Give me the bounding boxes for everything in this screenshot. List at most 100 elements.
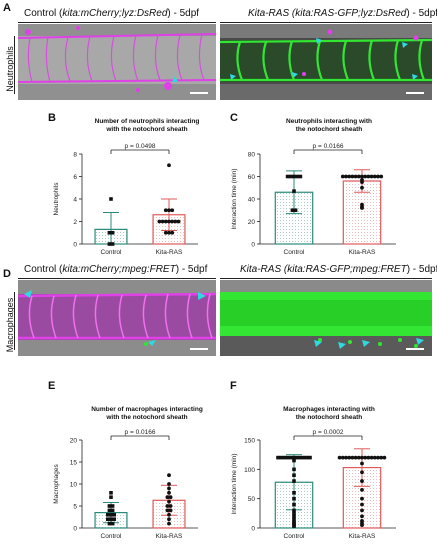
x-tick-label: Control [284,533,306,540]
data-point [360,185,364,190]
title-underline [220,22,432,23]
data-point [292,467,296,472]
x-tick-label: Kita-RAS [349,533,376,540]
panel-label-a: A [3,2,11,14]
data-point [289,174,293,179]
data-point [372,455,377,460]
y-tick-label: 0 [73,526,77,533]
data-point [110,508,115,513]
data-point [369,455,374,460]
x-tick-label: Control [284,249,306,256]
data-point [353,174,358,179]
y-tick-label: 100 [244,467,255,474]
data-point [376,174,380,179]
data-point [109,517,113,521]
data-point [107,242,112,246]
data-point [350,174,355,179]
title-underline [18,278,216,279]
data-point [360,487,364,492]
data-point [360,174,364,179]
data-point [167,521,171,526]
y-tick-label: 5 [73,504,77,511]
data-point [167,482,171,486]
panel-label-d: D [3,268,11,280]
data-point [360,455,364,460]
data-point [363,455,368,460]
data-point [168,504,173,508]
image-title-a-control: Control (kita:mCherry;lyz:DsRed) - 5dpf [24,8,200,19]
data-point [170,208,175,213]
chart-f: 0 50 100 150 Interaction time (min) Control Ki… [231,429,396,540]
chart-b: 0 2 4 6 8 Neutrophils Control Kita-RAS p = 0.049… [53,143,198,256]
data-point [360,502,364,507]
data-point [295,455,299,460]
data-point [360,523,364,527]
data-point [344,174,348,179]
data-point [292,502,296,507]
y-tick-label: 15 [70,460,78,467]
data-point [350,455,355,460]
data-point [167,499,171,504]
data-point [366,174,371,179]
data-point [289,455,293,460]
data-point [379,174,384,179]
data-point [165,508,170,513]
data-point [292,479,296,483]
data-point [356,455,361,460]
chart-title-b: Number of neutrophils interacting with th… [94,118,200,133]
chart-c: 0 20 40 60 80 Interaction time (min) Control Ki… [231,143,396,256]
x-tick-label: Kita-RAS [156,249,183,256]
micrograph-d-kitaras [220,280,432,356]
micrograph-a-kitaras [220,24,432,100]
data-point [360,180,364,185]
data-point [276,455,280,460]
data-point [167,512,171,517]
data-point [292,491,296,495]
data-point [163,230,168,235]
data-point [363,174,368,179]
data-point [157,219,162,224]
data-point [279,455,283,460]
data-point [292,524,296,529]
y-tick-label: 20 [70,438,78,445]
y-axis-label: Interaction time (min) [231,453,238,514]
data-point [110,504,115,508]
y-axis-label: Interaction time (min) [231,168,238,229]
chart-e: 0 5 10 15 20 Macrophages Control Kita-RAS p = 0.… [53,429,198,540]
micrograph-d-control [18,280,216,356]
y-tick-label: 20 [248,219,256,226]
y-tick-label: 6 [73,174,77,181]
data-point [109,491,113,495]
data-point [163,208,168,213]
data-point [165,504,170,508]
data-point [107,504,112,508]
data-point [110,521,115,526]
data-point [167,486,171,491]
x-tick-label: Control [101,249,123,256]
data-point [301,455,306,460]
data-point [347,174,352,179]
data-point [106,517,110,521]
data-point [285,174,290,179]
data-point [382,455,387,460]
image-title-a-kitaras: Kita-RAS (kita:RAS-GFP;lyz:DsRed) - 5dpf [248,8,437,19]
title-underline [18,22,216,23]
data-point [112,513,116,517]
data-point [107,508,112,513]
data-point [168,508,173,513]
chart-title-f: Macrophages interacting with the notochor… [283,406,375,421]
data-point [292,458,296,463]
data-point [305,455,309,460]
y-axis-label: Neutrophils [53,182,60,216]
y-tick-label: 50 [248,496,256,503]
data-point [109,495,113,499]
panel-label-e: E [48,380,56,392]
data-point [360,479,364,483]
micrograph-a-control [18,24,216,100]
data-point [292,174,296,179]
data-point [295,174,299,179]
data-point [292,455,296,460]
data-point [366,455,371,460]
data-point [109,197,113,201]
data-point [292,517,296,521]
